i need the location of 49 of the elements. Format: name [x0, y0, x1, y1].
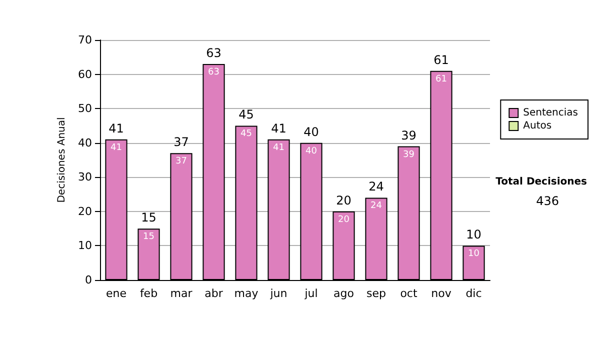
data-label: 24 [370, 201, 382, 212]
data-label: 10 [468, 249, 480, 260]
total-label: 63 [206, 46, 222, 60]
x-tick-label: may [234, 287, 259, 300]
y-tick-label: 40 [78, 136, 92, 150]
x-tick-label: ene [106, 287, 127, 300]
y-tick-label: 30 [78, 170, 92, 184]
x-tick-label: abr [204, 287, 224, 300]
y-tick-label: 0 [85, 274, 92, 286]
total-label: 61 [434, 52, 449, 67]
total-label: 15 [141, 210, 156, 225]
total-label: 41 [271, 121, 286, 136]
text: Total Decisiones [496, 176, 588, 188]
data-label: 45 [240, 129, 252, 140]
total-label: 24 [368, 180, 384, 194]
total-label: 45 [238, 108, 254, 122]
total-label: 37 [174, 135, 189, 150]
x-tick-label: mar [170, 287, 193, 300]
data-label: 41 [273, 142, 284, 153]
y-tick-label: 60 [78, 68, 92, 81]
data-label: 15 [143, 232, 154, 242]
x-tick-label: oct [400, 287, 418, 300]
data-label: 20 [338, 214, 350, 225]
total-label: 20 [336, 193, 352, 208]
total-label: 39 [401, 128, 416, 142]
data-label: 63 [208, 68, 220, 78]
x-tick-label: dic [466, 287, 482, 300]
x-tick-label: sep [366, 287, 386, 300]
legend-label: Autos [523, 120, 552, 132]
x-tick-label: jul [304, 287, 318, 300]
x-tick-label: jun [269, 287, 288, 300]
data-label: 39 [403, 150, 415, 160]
total-label: 41 [108, 121, 124, 136]
y-tick-label: 50 [78, 102, 92, 116]
data-label: 40 [306, 146, 318, 156]
data-label: 61 [436, 74, 447, 84]
total-label: 10 [466, 228, 482, 242]
y-axis-title: Decisiones Anual [56, 117, 68, 203]
x-tick-label: nov [431, 287, 452, 300]
x-tick-label: feb [140, 287, 158, 300]
text: 436 [536, 194, 559, 208]
y-tick-label: 20 [78, 204, 92, 218]
y-tick-label: 10 [78, 239, 92, 252]
data-label: 41 [110, 142, 122, 153]
data-label: 37 [176, 156, 187, 167]
x-tick-label: ago [334, 287, 354, 300]
y-tick-label: 70 [78, 34, 92, 46]
total-label: 40 [304, 124, 319, 139]
legend-label: Sentencias [523, 108, 578, 118]
